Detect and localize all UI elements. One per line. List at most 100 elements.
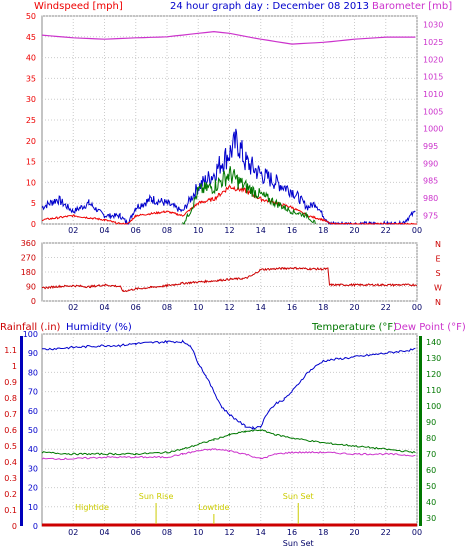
temperature-axis-title: Temperature (°F) (311, 322, 397, 333)
temp-tick-120: 120 (426, 370, 441, 379)
rain-tick-0.8: 0.8 (4, 394, 17, 403)
temp-tick-110: 110 (426, 386, 441, 395)
rainfall-axis-bar (20, 336, 23, 526)
annotation-sun-rise: Sun Rise (139, 492, 174, 501)
wind-x-tick-12: 12 (224, 226, 234, 235)
weather-x-tick-14: 14 (256, 528, 266, 537)
temp-tick-40: 40 (426, 498, 436, 507)
weather-x-tick-04: 04 (99, 528, 109, 537)
barometer-tick-1000: 1000 (423, 125, 443, 134)
humidity-tick-80: 80 (28, 368, 38, 377)
temp-tick-30: 30 (426, 514, 436, 523)
dir-x-tick-14: 14 (256, 303, 266, 312)
wind-y-tick-10: 10 (26, 178, 36, 187)
barometer-tick-980: 980 (423, 194, 438, 203)
dir-compass-0: N (435, 298, 441, 307)
annotation-lowtide: Lowtide (198, 503, 229, 512)
wind-y-tick-15: 15 (26, 158, 36, 167)
dir-x-tick-08: 08 (162, 303, 172, 312)
barometer-series-line (41, 30, 416, 45)
dir-x-tick-06: 06 (131, 303, 141, 312)
humidity-tick-90: 90 (28, 349, 38, 358)
dir-x-tick-18: 18 (318, 303, 328, 312)
wind-x-tick-22: 22 (381, 226, 391, 235)
dir-x-tick-00: 00 (412, 303, 422, 312)
wind-y-tick-40: 40 (26, 54, 36, 63)
weather-x-tick-18: 18 (318, 528, 328, 537)
wind-y-tick-50: 50 (26, 12, 36, 21)
humidity-tick-10: 10 (28, 503, 38, 512)
dir-x-tick-12: 12 (224, 303, 234, 312)
humidity-tick-40: 40 (28, 445, 38, 454)
rainfall-axis-title: Rainfall (.in) (0, 322, 61, 333)
wind-x-tick-18: 18 (318, 226, 328, 235)
rain-tick-0.2: 0.2 (4, 490, 17, 499)
humidity-tick-30: 30 (28, 464, 38, 473)
humidity-tick-0: 0 (33, 522, 38, 531)
barometer-tick-975: 975 (423, 211, 438, 220)
chart-title: 24 hour graph day : December 08 2013 (170, 1, 369, 12)
weather-x-tick-22: 22 (381, 528, 391, 537)
wind-y-tick-0: 0 (31, 220, 36, 229)
wind-x-tick-10: 10 (193, 226, 203, 235)
temperature-series-line (41, 429, 416, 456)
wind-x-tick-16: 16 (287, 226, 297, 235)
dir-compass-2: S (435, 269, 440, 278)
wind-x-tick-04: 04 (99, 226, 109, 235)
wind-y-tick-35: 35 (26, 74, 36, 83)
dir-y-tick-0: 0 (31, 297, 36, 306)
barometer-tick-1025: 1025 (423, 38, 443, 47)
weather-x-tick-10: 10 (193, 528, 203, 537)
temp-tick-130: 130 (426, 354, 441, 363)
temperature-axis-bar (419, 336, 422, 526)
humidity-tick-100: 100 (23, 330, 38, 339)
rain-tick-0.6: 0.6 (4, 426, 17, 435)
barometer-tick-1020: 1020 (423, 55, 443, 64)
rain-tick-0.9: 0.9 (4, 378, 17, 387)
wind-x-tick-06: 06 (131, 226, 141, 235)
barometer-tick-1005: 1005 (423, 107, 443, 116)
temp-tick-80: 80 (426, 434, 436, 443)
dir-x-tick-04: 04 (99, 303, 109, 312)
wind-x-tick-00: 00 (412, 226, 422, 235)
bottom-x-label-0: Sun Set (283, 539, 314, 548)
dir-x-tick-22: 22 (381, 303, 391, 312)
temp-tick-100: 100 (426, 402, 441, 411)
humidity-tick-60: 60 (28, 407, 38, 416)
rain-tick-0.3: 0.3 (4, 474, 17, 483)
rain-tick-0: 0 (12, 522, 17, 531)
wind-y-tick-45: 45 (26, 33, 36, 42)
barometer-tick-1030: 1030 (423, 21, 443, 30)
rain-tick-0.1: 0.1 (4, 506, 17, 515)
weather-x-tick-20: 20 (349, 528, 359, 537)
series-layer (41, 30, 418, 527)
dir-compass-1: W (434, 284, 442, 293)
weather-x-tick-06: 06 (131, 528, 141, 537)
wind-x-tick-02: 02 (68, 226, 78, 235)
dir-y-tick-90: 90 (26, 283, 36, 292)
dir-y-tick-270: 270 (21, 254, 36, 263)
barometer-tick-990: 990 (423, 159, 438, 168)
barometer-axis-title: Barometer [mb] (372, 1, 452, 12)
wind-series-line (41, 184, 417, 225)
rain-tick-1.1: 1.1 (4, 346, 17, 355)
green-series-line (182, 166, 316, 225)
wind-y-tick-30: 30 (26, 95, 36, 104)
barometer-tick-1010: 1010 (423, 90, 443, 99)
wind-y-tick-25: 25 (26, 116, 36, 125)
weather-x-tick-08: 08 (162, 528, 172, 537)
temp-tick-140: 140 (426, 338, 441, 347)
rain-tick-0.5: 0.5 (4, 442, 17, 451)
humidity-series-line (41, 339, 416, 431)
annotation-hightide: Hightide (75, 503, 109, 512)
temp-tick-70: 70 (426, 450, 436, 459)
rain-tick-0.4: 0.4 (4, 458, 17, 467)
rain-tick-1: 1 (12, 362, 17, 371)
rain-tick-0.7: 0.7 (4, 410, 17, 419)
labels-layer: 0510152025303540455097598098599099510001… (4, 12, 443, 548)
weather-x-tick-12: 12 (224, 528, 234, 537)
barometer-tick-995: 995 (423, 142, 438, 151)
barometer-tick-985: 985 (423, 177, 438, 186)
